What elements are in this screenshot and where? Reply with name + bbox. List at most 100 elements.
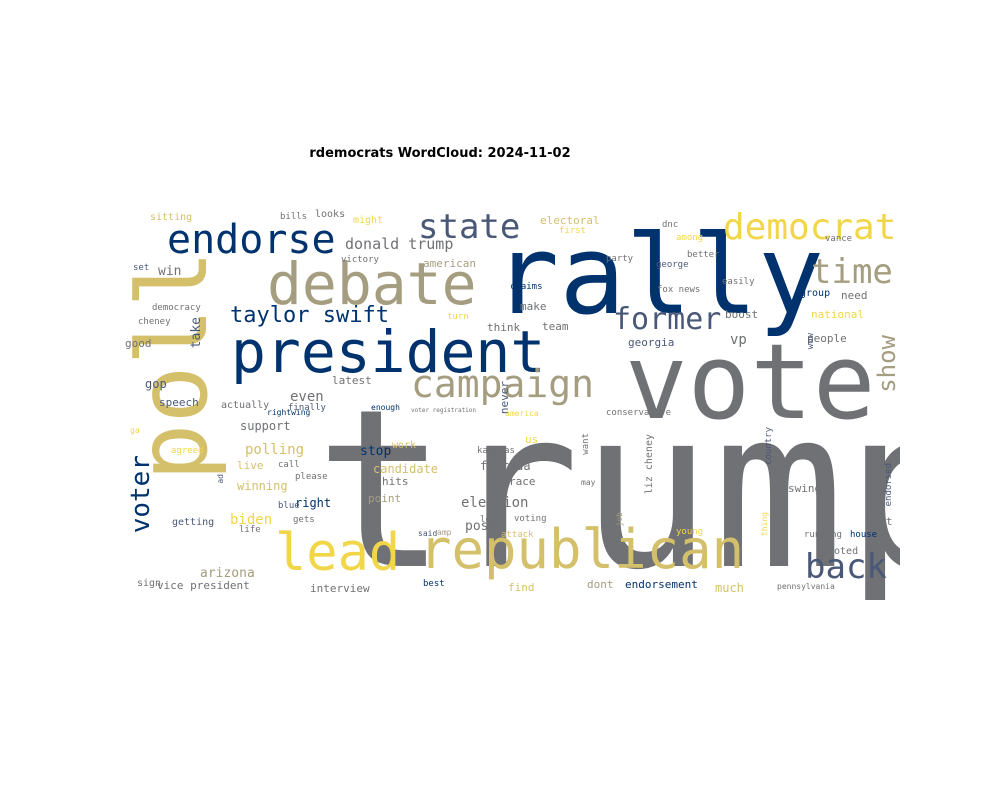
cloud-word: biden <box>230 512 273 528</box>
cloud-word: hits <box>382 475 409 488</box>
cloud-word: winning <box>237 479 288 493</box>
cloud-word: pennsylvania <box>777 582 835 591</box>
cloud-word: support <box>240 419 291 433</box>
cloud-word: getting <box>172 517 215 528</box>
cloud-word: sign <box>137 578 162 589</box>
cloud-word: house <box>850 530 878 540</box>
cloud-word: endorsement <box>625 578 698 591</box>
cloud-word: arizona <box>200 566 255 581</box>
cloud-word: speech <box>159 396 199 409</box>
cloud-word: ga <box>130 426 140 435</box>
cloud-word: good <box>125 337 152 350</box>
cloud-word: victory <box>341 255 379 265</box>
cloud-word: point <box>368 492 402 505</box>
cloud-word: polling <box>245 442 305 458</box>
cloud-word: even <box>290 389 324 405</box>
cloud-word: claims <box>510 282 543 292</box>
cloud-word: might <box>353 215 384 226</box>
chart-title: rdemocrats WordCloud: 2024-11-02 <box>309 146 571 161</box>
cloud-word: florida <box>480 459 531 473</box>
cloud-word: lead <box>275 523 401 583</box>
cloud-word: bills <box>280 212 308 222</box>
cloud-word: dont <box>587 578 614 591</box>
cloud-word: win <box>158 264 182 279</box>
cloud-word: kamalas <box>477 446 515 456</box>
cloud-word: life <box>239 525 261 535</box>
cloud-word: vp <box>730 332 747 348</box>
cloud-word: please <box>295 472 328 482</box>
cloud-word: endorsed <box>884 463 894 507</box>
cloud-word: voting <box>514 514 547 524</box>
cloud-word: republican <box>419 518 745 581</box>
cloud-word: campaign <box>411 362 595 406</box>
cloud-word: sitting <box>150 212 193 223</box>
cloud-word: back <box>805 547 887 587</box>
cloud-word: want <box>581 433 591 455</box>
cloud-word: looks <box>315 209 346 220</box>
cloud-word: election <box>461 495 529 511</box>
cloud-word: group <box>800 288 831 299</box>
cloud-word: swing <box>788 482 822 495</box>
cloud-word: georgia <box>628 336 675 349</box>
cloud-word: think <box>487 321 521 334</box>
cloud-word: america <box>505 409 539 418</box>
cloud-word: love <box>480 515 502 525</box>
cloud-word: need <box>841 289 868 302</box>
cloud-word: democracy <box>152 303 201 313</box>
cloud-word: democrat <box>723 207 897 248</box>
cloud-word: liz cheney <box>644 434 655 495</box>
cloud-word: george <box>656 260 689 270</box>
cloud-word: easily <box>722 277 755 287</box>
cloud-word: vote <box>625 321 876 443</box>
cloud-word: show <box>873 335 900 393</box>
cloud-word: gets <box>293 515 315 525</box>
cloud-word: stop <box>360 444 392 459</box>
cloud-word: country <box>764 427 774 465</box>
cloud-word: thing <box>760 512 769 537</box>
cloud-word: take <box>189 317 204 349</box>
cloud-word: rally <box>493 211 825 339</box>
cloud-word: team <box>542 320 569 333</box>
cloud-word: attack <box>501 530 534 540</box>
cloud-word: candidate <box>373 462 439 476</box>
cloud-word: trump <box>315 362 900 600</box>
cloud-word: latest <box>332 374 372 387</box>
cloud-word: conservative <box>606 408 672 418</box>
cloud-word: dnc <box>662 220 679 230</box>
cloud-word: work <box>392 440 417 451</box>
cloud-word: state <box>418 207 521 247</box>
cloud-word: time <box>811 252 893 292</box>
cloud-word: best <box>423 579 445 589</box>
cloud-word: gop <box>145 377 167 391</box>
cloud-word: actually <box>221 400 270 411</box>
cloud-word: enough <box>371 403 400 412</box>
cloud-word: american <box>423 257 476 270</box>
cloud-word: cheney <box>138 317 171 327</box>
cloud-word: fox news <box>657 285 701 295</box>
cloud-word: host <box>866 515 893 528</box>
cloud-word: call <box>278 460 300 470</box>
cloud-word: wow <box>806 333 816 350</box>
cloud-word: donald trump <box>345 235 454 253</box>
cloud-word: turn <box>447 312 469 322</box>
cloud-word: debate <box>267 250 477 318</box>
cloud-word: among <box>676 233 704 243</box>
cloud-word: electoral <box>540 214 600 227</box>
cloud-word: find <box>508 581 535 594</box>
cloud-word: interview <box>310 582 370 595</box>
cloud-word: blue <box>278 501 300 511</box>
cloud-word: live <box>237 459 264 472</box>
cloud-word: young <box>676 527 704 537</box>
cloud-word: vice president <box>157 579 250 592</box>
cloud-word: endorse <box>167 217 336 263</box>
word-cloud: trumpvoterallypollpresidentrepublicanlea… <box>125 205 900 601</box>
cloud-word: former <box>613 302 722 337</box>
cloud-word: us <box>525 433 539 446</box>
cloud-word: taylor swift <box>230 303 389 328</box>
cloud-word: boost <box>725 308 759 321</box>
cloud-word: national <box>811 308 864 321</box>
cloud-word: party <box>606 254 634 264</box>
cloud-word: running <box>804 530 842 540</box>
cloud-word: post <box>465 519 497 534</box>
cloud-word: rightwing <box>267 408 311 417</box>
